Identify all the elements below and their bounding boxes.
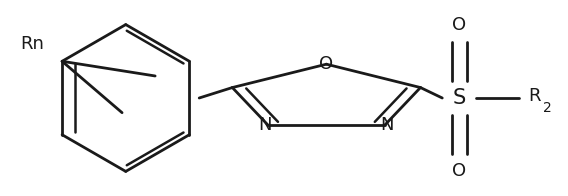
Text: O: O [452,162,466,181]
Text: R: R [528,87,541,105]
Text: N: N [258,116,272,134]
Text: N: N [381,116,394,134]
Text: O: O [319,55,333,73]
Text: O: O [452,15,466,34]
Text: 2: 2 [543,101,552,115]
Text: Rn: Rn [20,35,44,53]
Text: S: S [453,88,466,108]
